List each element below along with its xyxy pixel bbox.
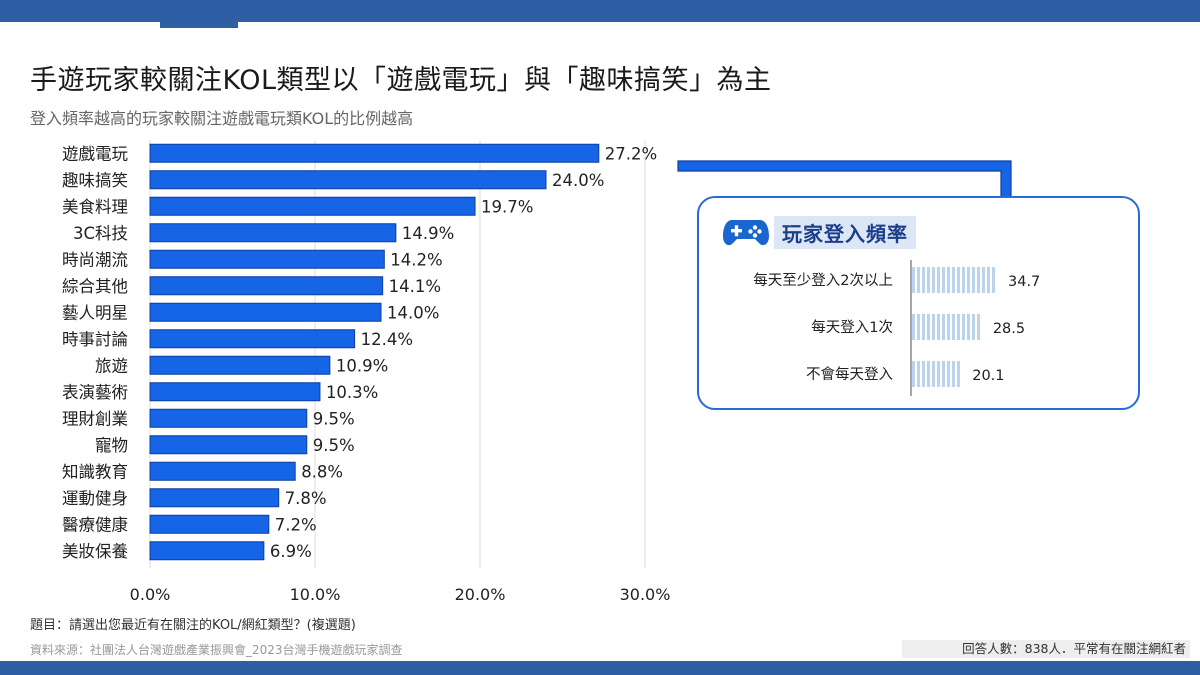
category-label: 3C科技 <box>73 224 128 243</box>
bar <box>149 488 280 508</box>
bar-value-label: 14.1% <box>389 277 441 296</box>
category-label: 醫療健康 <box>62 515 128 534</box>
bar-value-label: 7.2% <box>275 515 317 534</box>
login-frequency-chart: 每天至少登入2次以上 34.7 每天登入1次 28.5 不會每天登入 20.1 <box>753 260 1040 396</box>
bar-value-label: 9.5% <box>313 409 355 428</box>
inset-value-label: 20.1 <box>972 368 1004 384</box>
bar <box>149 196 476 216</box>
bar <box>149 355 331 375</box>
category-label: 運動健身 <box>62 489 128 508</box>
bar <box>149 541 265 561</box>
category-label: 美食料理 <box>62 197 128 216</box>
category-label: 時尚潮流 <box>62 250 128 269</box>
category-label: 遊戲電玩 <box>62 144 129 163</box>
page-title: 手遊玩家較關注KOL類型以「遊戲電玩」與「趣味搞笑」為主 <box>30 65 772 96</box>
bar <box>149 382 321 402</box>
inset-category-label: 不會每天登入 <box>806 366 893 383</box>
inset-bar <box>912 361 962 387</box>
inset-category-label: 每天至少登入2次以上 <box>753 272 893 289</box>
bar-value-label: 27.2% <box>605 144 657 163</box>
inset-value-label: 28.5 <box>993 321 1025 337</box>
category-label: 藝人明星 <box>62 303 128 322</box>
bar <box>149 329 356 349</box>
login-frequency-callout <box>697 196 1140 410</box>
bar <box>149 143 600 163</box>
data-source: 資料來源：社團法人台灣遊戲產業振興會_2023台灣手機遊戲玩家調查 <box>30 643 403 657</box>
x-tick-label: 30.0% <box>620 585 671 604</box>
bar <box>149 249 385 269</box>
bottom-banner <box>0 661 1200 675</box>
bar <box>149 276 384 296</box>
bar-value-label: 10.9% <box>336 356 388 375</box>
bar <box>149 408 308 428</box>
category-label: 理財創業 <box>62 409 128 428</box>
bar <box>149 461 296 481</box>
bar-value-label: 8.8% <box>301 462 343 481</box>
bar-value-label: 19.7% <box>481 197 533 216</box>
bar <box>149 170 547 190</box>
category-label: 旅遊 <box>95 356 128 375</box>
callout-title: 玩家登入頻率 <box>774 215 916 249</box>
bar-value-label: 6.9% <box>270 542 312 561</box>
gamepad-icon <box>723 220 769 246</box>
respondents-note: 回答人數：838人．平常有在關注網紅者 <box>902 640 1190 658</box>
kol-type-bar-chart: 0.0% 10.0% 20.0% 30.0% 遊戲電玩 27.2% 趣味搞笑 24.0% 美食料… <box>62 140 671 604</box>
bar-value-label: 12.4% <box>361 330 413 349</box>
bar <box>149 302 382 322</box>
top-banner-stripe-left <box>0 22 160 28</box>
category-label: 趣味搞笑 <box>62 171 128 190</box>
x-tick-label: 0.0% <box>130 585 171 604</box>
category-label: 知識教育 <box>62 462 128 481</box>
top-banner-stripe-right <box>238 22 1200 28</box>
category-label: 時事討論 <box>62 330 128 349</box>
bar-value-label: 14.0% <box>387 303 439 322</box>
bar-value-label: 9.5% <box>313 436 355 455</box>
category-label: 寵物 <box>95 436 128 455</box>
inset-bar <box>912 267 998 293</box>
page-subtitle: 登入頻率越高的玩家較關注遊戲電玩類KOL的比例越高 <box>30 109 414 128</box>
inset-bar <box>912 314 982 340</box>
bar-value-label: 14.9% <box>402 224 454 243</box>
category-label: 表演藝術 <box>62 383 128 402</box>
bar <box>149 514 270 534</box>
inset-value-label: 34.7 <box>1008 274 1040 290</box>
question-footnote: 題目：請選出您最近有在關注的KOL/網紅類型？(複選題) <box>30 618 356 633</box>
x-tick-label: 10.0% <box>290 585 341 604</box>
bar-value-label: 14.2% <box>390 250 442 269</box>
bar <box>149 435 308 455</box>
x-tick-label: 20.0% <box>455 585 506 604</box>
callout-header: 玩家登入頻率 <box>722 215 916 249</box>
inset-category-label: 每天登入1次 <box>811 319 893 336</box>
bar-value-label: 10.3% <box>326 383 378 402</box>
bar <box>149 223 397 243</box>
category-label: 美妝保養 <box>62 542 128 561</box>
category-label: 綜合其他 <box>62 277 128 296</box>
bar-value-label: 24.0% <box>552 171 604 190</box>
bar-value-label: 7.8% <box>285 489 327 508</box>
